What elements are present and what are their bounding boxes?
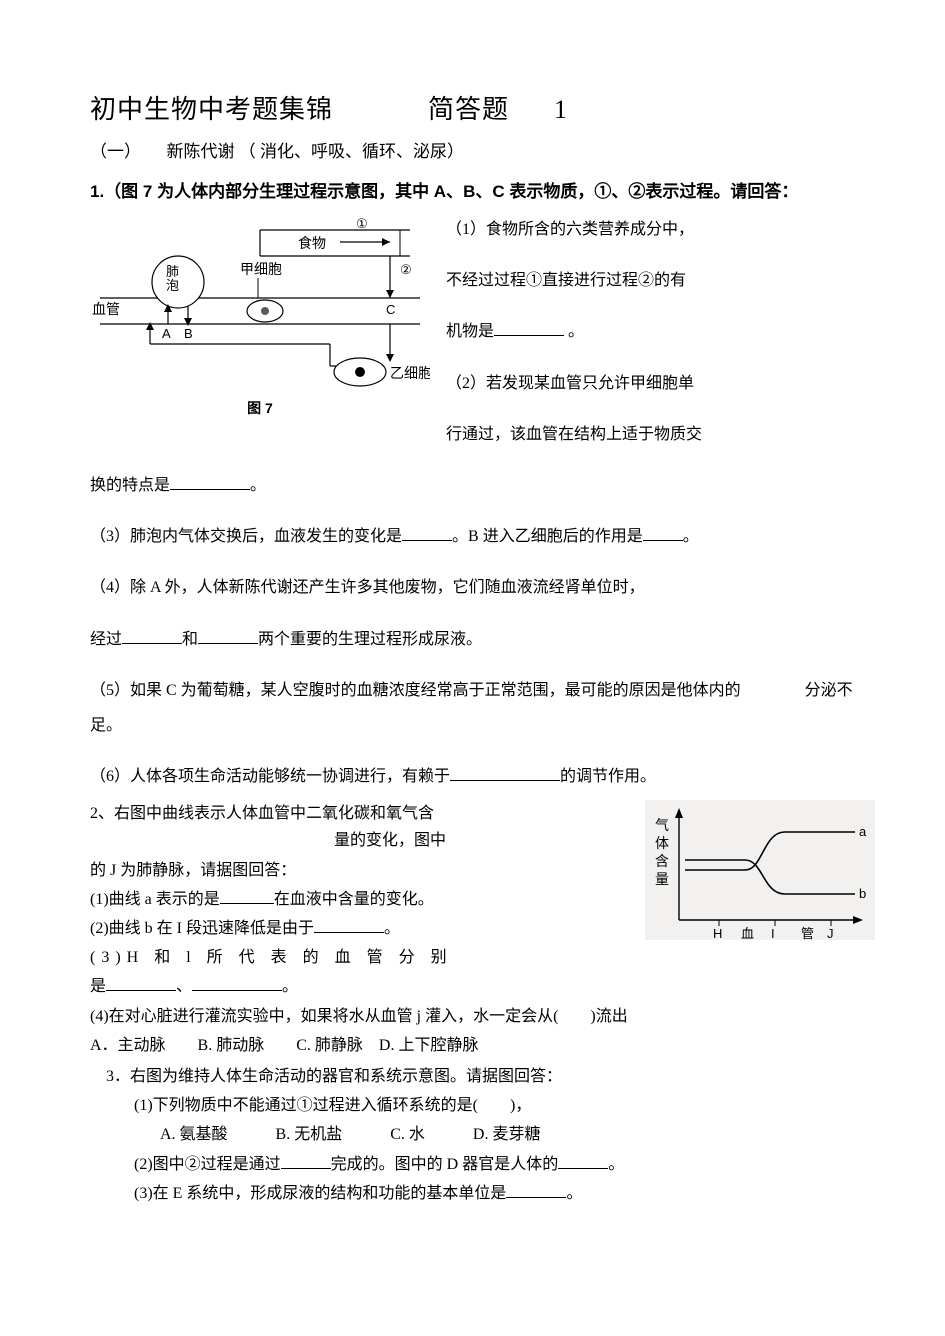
tick-I: I — [771, 926, 775, 940]
ylab1: 气 — [655, 817, 669, 833]
blank — [558, 1152, 608, 1169]
xlab-b: 管 — [801, 926, 814, 940]
subtitle: （一） 新陈代谢 （ 消化、呼吸、循环、泌尿） — [90, 139, 875, 165]
q2-chart: 气 体 含 量 H I J 血 管 a b — [645, 800, 875, 948]
q1-p2-line2: 行通过，该血管在结构上适于物质交 — [90, 417, 875, 452]
blank — [402, 524, 452, 541]
xlab-a: 血 — [741, 926, 754, 940]
q3-lead: 3．右图为维持人体生命活动的器官和系统示意图。请据图回答： — [90, 1063, 875, 1090]
blank — [220, 887, 274, 904]
label-food: 食物 — [298, 235, 326, 251]
ylab3: 含 — [655, 853, 669, 869]
blank — [281, 1152, 331, 1169]
q1-p6: （6）人体各项生命活动能够统一协调进行，有赖于的调节作用。 — [90, 759, 875, 794]
q1-p4a: （4）除 A 外，人体新陈代谢还产生许多其他废物，它们随血液流经肾单位时， — [90, 570, 875, 605]
label-vessel: 血管 — [92, 301, 120, 317]
blank — [192, 974, 282, 991]
series-b: b — [859, 886, 866, 901]
tick-J: J — [827, 926, 834, 940]
blank — [494, 319, 564, 336]
ylab2: 体 — [655, 835, 669, 851]
figure-7-svg: 食物 ① ② 血管 肺 泡 A B 甲细胞 C — [90, 216, 430, 396]
page-title: 初中生物中考题集锦 简答题 1 — [90, 90, 875, 129]
blank — [314, 916, 384, 933]
tick-H: H — [713, 926, 722, 940]
blank — [106, 974, 176, 991]
blank — [170, 473, 250, 490]
blank — [122, 627, 182, 644]
title-num: 1 — [554, 95, 568, 124]
ylab4: 量 — [655, 871, 669, 887]
figure-7-caption: 图 7 — [90, 398, 430, 419]
label-p1: ① — [356, 216, 368, 231]
figure-7: 食物 ① ② 血管 肺 泡 A B 甲细胞 C — [90, 216, 430, 419]
label-alveolus-2: 泡 — [166, 278, 179, 293]
q2-chart-svg: 气 体 含 量 H I J 血 管 a b — [645, 800, 875, 940]
blank — [198, 627, 258, 644]
q1-p4b: 经过和两个重要的生理过程形成尿液。 — [90, 622, 875, 657]
q2-p3b: 是、。 — [90, 973, 875, 1000]
label-A: A — [162, 326, 171, 341]
title-main: 初中生物中考题集锦 — [90, 95, 333, 124]
q3-opts: A. 氨基酸 B. 无机盐 C. 水 D. 麦芽糖 — [160, 1121, 875, 1148]
label-cell-a: 甲细胞 — [240, 261, 282, 277]
q1-p5: （5）如果 C 为葡萄糖，某人空腹时的血糖浓度经常高于正常范围，最可能的原因是他… — [90, 673, 875, 743]
blank — [450, 764, 560, 781]
blank — [506, 1181, 566, 1198]
label-cell-b: 乙细胞 — [390, 365, 430, 381]
blank — [643, 524, 683, 541]
label-p2: ② — [400, 262, 412, 277]
label-alveolus-1: 肺 — [166, 264, 179, 279]
q1-lead: 1.（图 7 为人体内部分生理过程示意图，其中 A、B、C 表示物质，①、②表示… — [90, 179, 875, 205]
q3-p1: (1)下列物质中不能通过①过程进入循环系统的是( )， — [134, 1092, 875, 1119]
q3-p2: (2)图中②过程是通过完成的。图中的 D 器官是人体的。 — [134, 1151, 875, 1178]
series-a: a — [859, 824, 867, 839]
q2-opts: A．主动脉 B. 肺动脉 C. 肺静脉 D. 上下腔静脉 — [90, 1032, 875, 1059]
q1-p3: （3）肺泡内气体交换后，血液发生的变化是。B 进入乙细胞后的作用是。 — [90, 519, 875, 554]
title-section: 简答题 — [428, 95, 509, 124]
q1-p2-line3: 换的特点是。 — [90, 468, 875, 503]
label-B: B — [184, 326, 193, 341]
q3-p3: (3)在 E 系统中，形成尿液的结构和功能的基本单位是。 — [134, 1180, 875, 1207]
label-C: C — [386, 302, 395, 317]
q2-p4: (4)在对心脏进行灌流实验中，如果将水从血管 j 灌入，水一定会从( )流出 — [90, 1003, 875, 1030]
q2-p3a: (3)H 和 l 所 代 表 的 血 管 分 别 — [90, 944, 875, 971]
